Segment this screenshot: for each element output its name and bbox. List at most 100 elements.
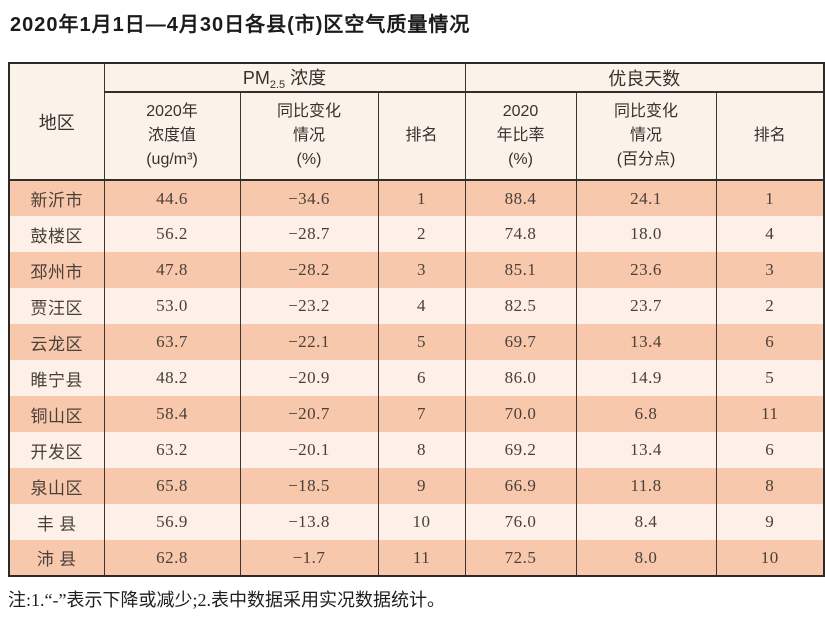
good-change-cell: 13.4 bbox=[576, 432, 717, 468]
table-row: 贾汪区 53.0 −23.2 4 82.5 23.7 2 bbox=[9, 288, 825, 324]
pm-value-cell: 65.8 bbox=[104, 468, 241, 504]
pm-rank-cell: 2 bbox=[378, 216, 466, 252]
table-row: 云龙区 63.7 −22.1 5 69.7 13.4 6 bbox=[9, 324, 825, 360]
pm-rank-cell: 7 bbox=[378, 396, 466, 432]
good-rank-cell: 8 bbox=[716, 468, 825, 504]
footnote: 注:1.“-”表示下降或减少;2.表中数据采用实况数据统计。 bbox=[8, 590, 445, 610]
region-cell: 贾汪区 bbox=[9, 288, 105, 324]
table-row: 邳州市 47.8 −28.2 3 85.1 23.6 3 bbox=[9, 252, 825, 288]
good-change-cell: 23.7 bbox=[576, 288, 717, 324]
pm-value-cell: 56.2 bbox=[104, 216, 241, 252]
col-header-good-rank: 排名 bbox=[716, 92, 825, 181]
good-ratio-cell: 88.4 bbox=[465, 180, 577, 216]
pm-change-cell: −28.2 bbox=[240, 252, 379, 288]
good-rank-cell: 10 bbox=[716, 540, 825, 576]
pm-change-cell: −20.7 bbox=[240, 396, 379, 432]
good-ratio-cell: 66.9 bbox=[465, 468, 577, 504]
pm-change-cell: −23.2 bbox=[240, 288, 379, 324]
pm25-suffix: 浓度 bbox=[285, 68, 327, 88]
region-cell: 泉山区 bbox=[9, 468, 105, 504]
col-header-pm-change: 同比变化 情况 (%) bbox=[240, 92, 379, 181]
good-rank-cell: 3 bbox=[716, 252, 825, 288]
pm-value-cell: 58.4 bbox=[104, 396, 241, 432]
table-body: 新沂市 44.6 −34.6 1 88.4 24.1 1 鼓楼区 56.2 −2… bbox=[9, 180, 825, 576]
pm-change-cell: −22.1 bbox=[240, 324, 379, 360]
good-rank-cell: 5 bbox=[716, 360, 825, 396]
pm-change-cell: −18.5 bbox=[240, 468, 379, 504]
good-rank-cell: 9 bbox=[716, 504, 825, 540]
pm-change-cell: −34.6 bbox=[240, 180, 379, 216]
good-ratio-cell: 69.2 bbox=[465, 432, 577, 468]
table-row: 睢宁县 48.2 −20.9 6 86.0 14.9 5 bbox=[9, 360, 825, 396]
col-header-good-change: 同比变化 情况 (百分点) bbox=[576, 92, 717, 181]
region-cell: 邳州市 bbox=[9, 252, 105, 288]
good-rank-cell: 4 bbox=[716, 216, 825, 252]
table-row: 丰 县 56.9 −13.8 10 76.0 8.4 9 bbox=[9, 504, 825, 540]
pm-value-cell: 48.2 bbox=[104, 360, 241, 396]
good-change-cell: 23.6 bbox=[576, 252, 717, 288]
header-group-row: 地区 PM2.5 浓度 优良天数 bbox=[9, 63, 825, 181]
table-row: 泉山区 65.8 −18.5 9 66.9 11.8 8 bbox=[9, 468, 825, 504]
pm-change-cell: −1.7 bbox=[240, 540, 379, 576]
pm-change-cell: −28.7 bbox=[240, 216, 379, 252]
pm-value-cell: 53.0 bbox=[104, 288, 241, 324]
good-ratio-cell: 86.0 bbox=[465, 360, 577, 396]
pm-value-cell: 56.9 bbox=[104, 504, 241, 540]
col-header-region: 地区 bbox=[9, 63, 105, 181]
good-rank-cell: 6 bbox=[716, 324, 825, 360]
region-cell: 睢宁县 bbox=[9, 360, 105, 396]
pm25-label: PM bbox=[242, 68, 270, 88]
good-change-cell: 13.4 bbox=[576, 324, 717, 360]
pm-rank-cell: 8 bbox=[378, 432, 466, 468]
good-change-cell: 11.8 bbox=[576, 468, 717, 504]
good-change-cell: 24.1 bbox=[576, 180, 717, 216]
pm-value-cell: 62.8 bbox=[104, 540, 241, 576]
table-header: 地区 PM2.5 浓度 优良天数 2020年 浓度值 (ug/m³) 同比变化 … bbox=[9, 63, 825, 181]
pm-rank-cell: 5 bbox=[378, 324, 466, 360]
good-ratio-cell: 69.7 bbox=[465, 324, 577, 360]
good-rank-cell: 2 bbox=[716, 288, 825, 324]
pm-change-cell: −20.9 bbox=[240, 360, 379, 396]
good-ratio-cell: 72.5 bbox=[465, 540, 577, 576]
pm-rank-cell: 1 bbox=[378, 180, 466, 216]
col-header-pm-rank: 排名 bbox=[378, 92, 466, 181]
pm-change-cell: −13.8 bbox=[240, 504, 379, 540]
pm-change-cell: −20.1 bbox=[240, 432, 379, 468]
pm-rank-cell: 3 bbox=[378, 252, 466, 288]
pm-value-cell: 47.8 bbox=[104, 252, 241, 288]
table-row: 沛 县 62.8 −1.7 11 72.5 8.0 10 bbox=[9, 540, 825, 576]
good-ratio-cell: 76.0 bbox=[465, 504, 577, 540]
good-change-cell: 8.0 bbox=[576, 540, 717, 576]
header-sub-row: 2020年 浓度值 (ug/m³) 同比变化 情况 (%) 排名 2020 年比… bbox=[9, 92, 825, 181]
pm-rank-cell: 6 bbox=[378, 360, 466, 396]
region-cell: 丰 县 bbox=[9, 504, 105, 540]
pm-rank-cell: 9 bbox=[378, 468, 466, 504]
pm25-subscript: 2.5 bbox=[269, 79, 286, 91]
good-rank-cell: 11 bbox=[716, 396, 825, 432]
pm-value-cell: 63.7 bbox=[104, 324, 241, 360]
pm-rank-cell: 11 bbox=[378, 540, 466, 576]
good-change-cell: 14.9 bbox=[576, 360, 717, 396]
good-ratio-cell: 82.5 bbox=[465, 288, 577, 324]
col-group-pm25: PM2.5 浓度 bbox=[104, 63, 466, 93]
pm-value-cell: 44.6 bbox=[104, 180, 241, 216]
region-cell: 鼓楼区 bbox=[9, 216, 105, 252]
good-rank-cell: 1 bbox=[716, 180, 825, 216]
table-row: 新沂市 44.6 −34.6 1 88.4 24.1 1 bbox=[9, 180, 825, 216]
region-cell: 开发区 bbox=[9, 432, 105, 468]
region-cell: 云龙区 bbox=[9, 324, 105, 360]
pm-rank-cell: 10 bbox=[378, 504, 466, 540]
region-cell: 新沂市 bbox=[9, 180, 105, 216]
good-rank-cell: 6 bbox=[716, 432, 825, 468]
good-change-cell: 18.0 bbox=[576, 216, 717, 252]
col-header-good-ratio: 2020 年比率 (%) bbox=[465, 92, 577, 181]
page-title: 2020年1月1日—4月30日各县(市)区空气质量情况 bbox=[10, 14, 471, 36]
table-row: 鼓楼区 56.2 −28.7 2 74.8 18.0 4 bbox=[9, 216, 825, 252]
air-quality-table: 地区 PM2.5 浓度 优良天数 2020年 浓度值 (ug/m³) 同比变化 … bbox=[8, 62, 825, 577]
good-ratio-cell: 70.0 bbox=[465, 396, 577, 432]
pm-rank-cell: 4 bbox=[378, 288, 466, 324]
good-ratio-cell: 85.1 bbox=[465, 252, 577, 288]
col-group-good-days: 优良天数 bbox=[465, 63, 825, 93]
good-change-cell: 8.4 bbox=[576, 504, 717, 540]
